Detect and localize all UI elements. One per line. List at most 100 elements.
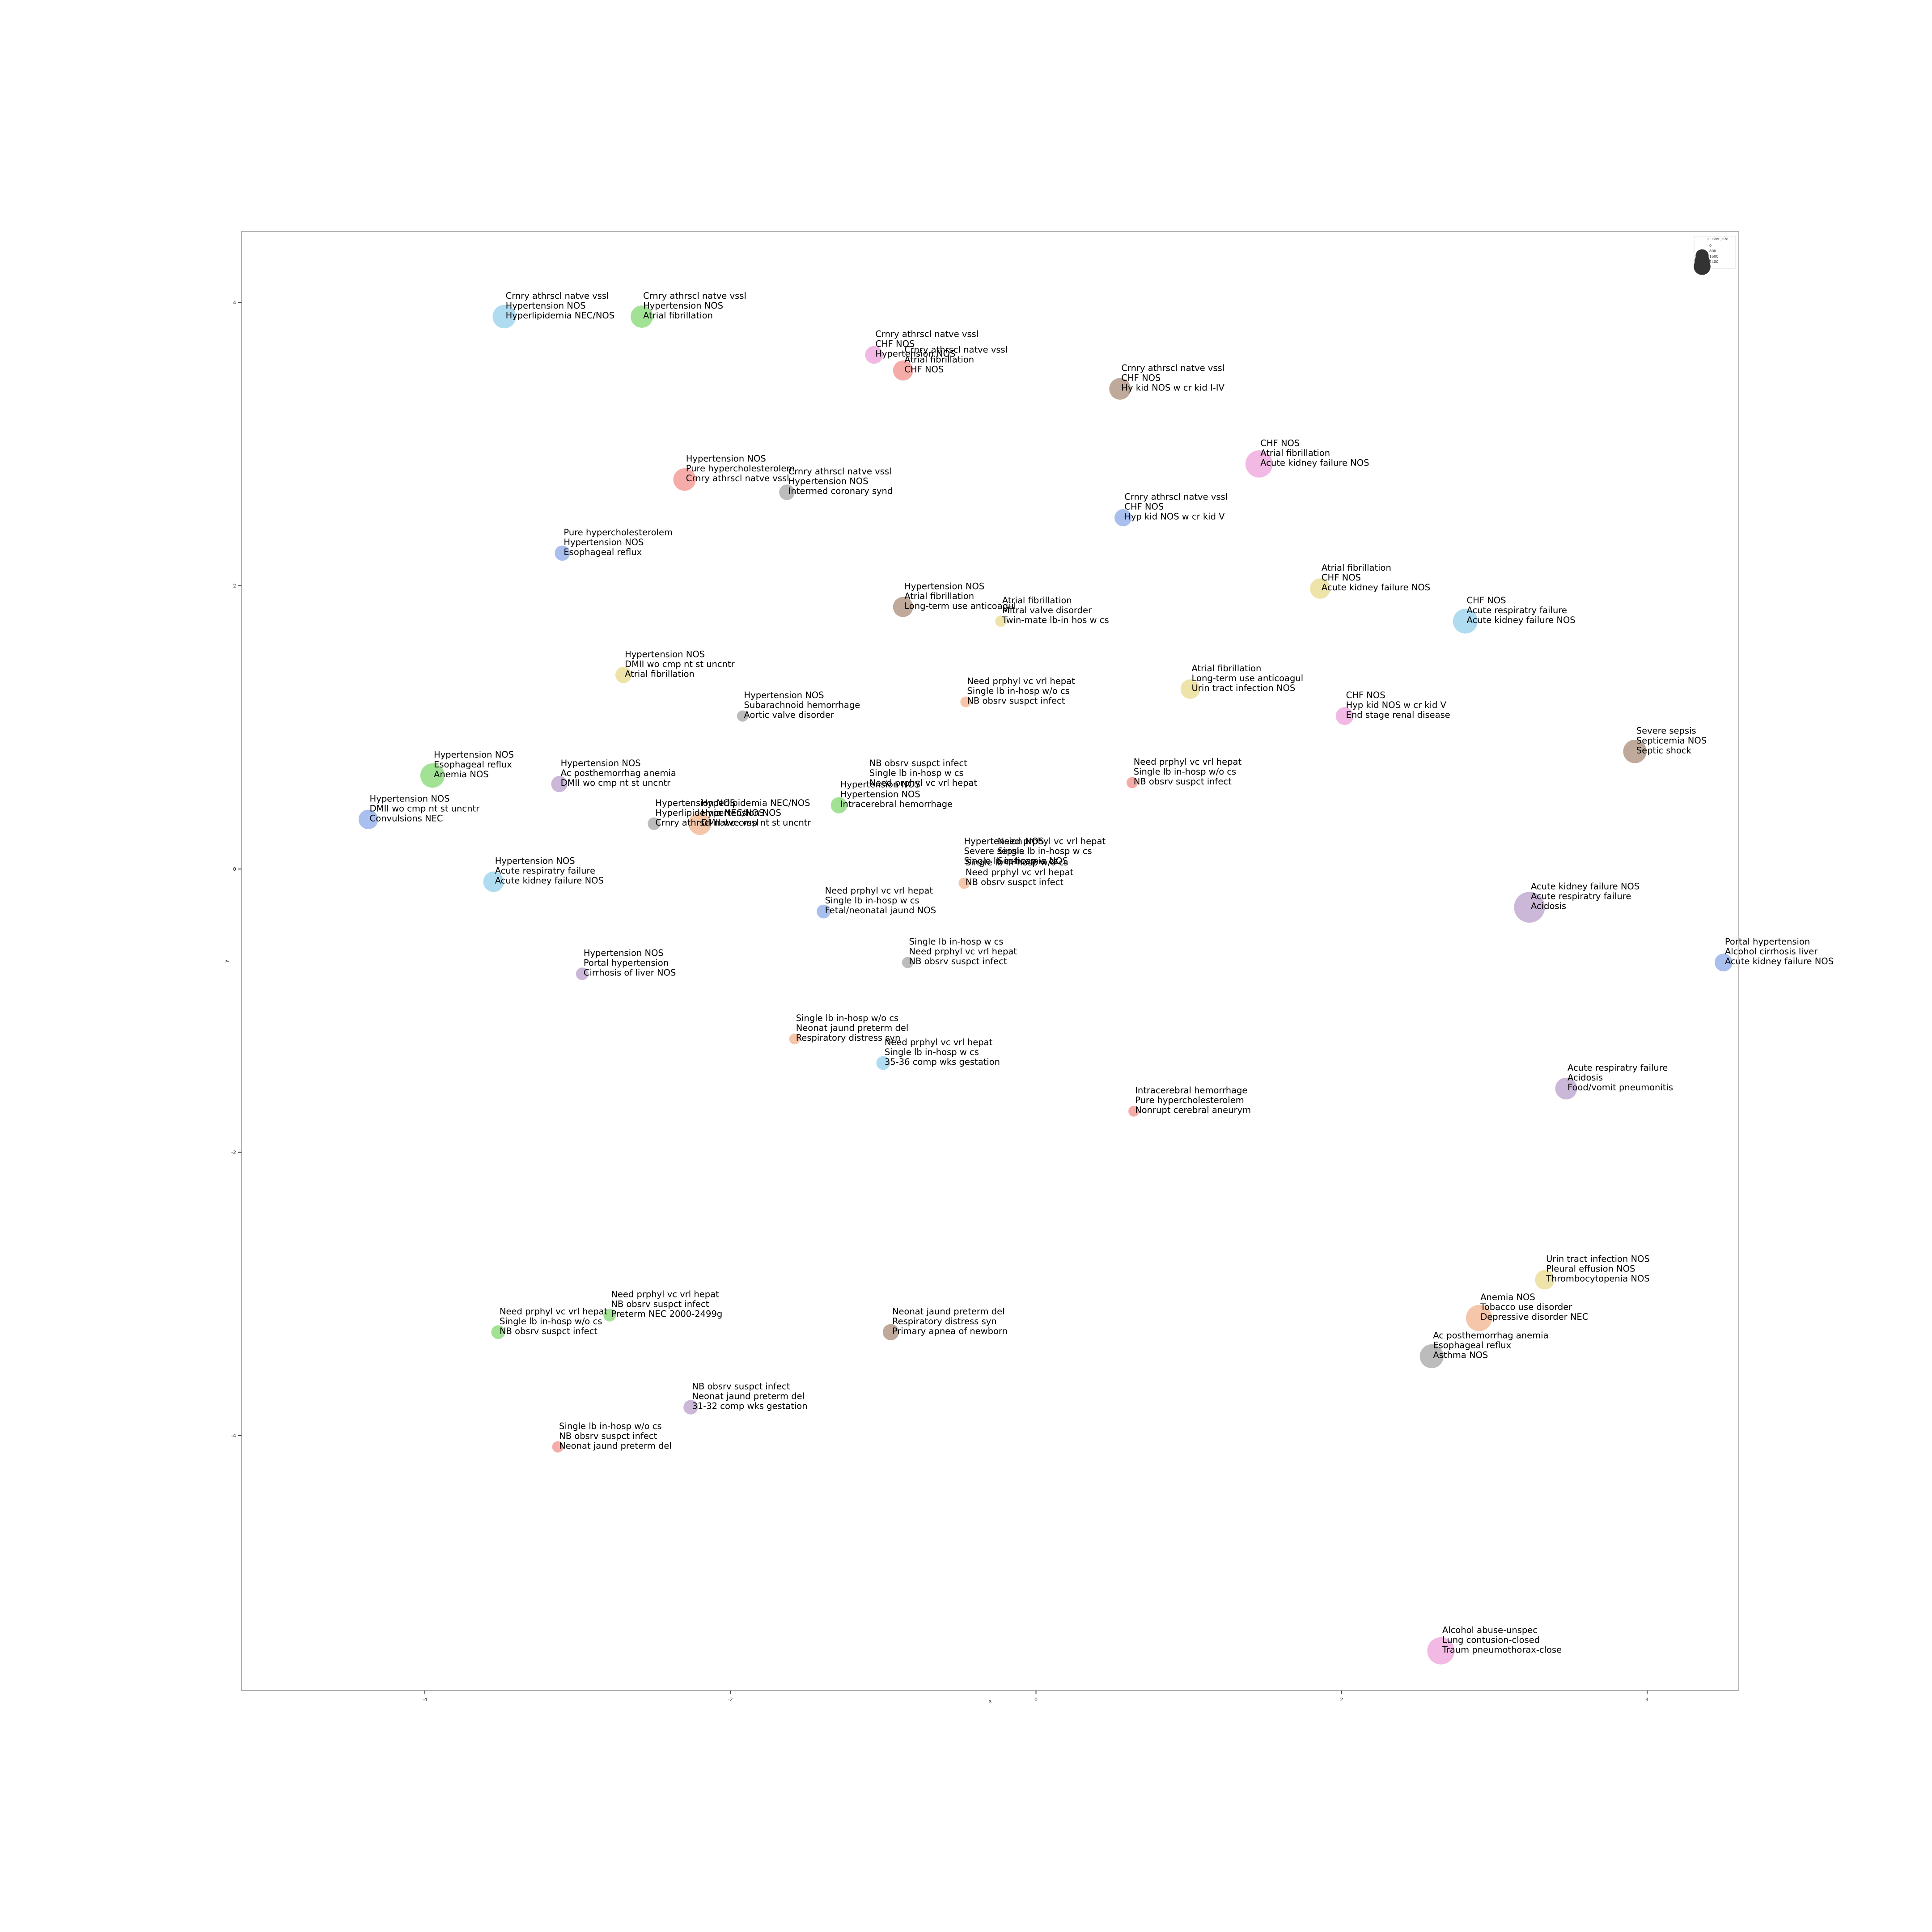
point-label-line: Intracerebral hemorrhage [1135, 1085, 1247, 1096]
point-label-line: Preterm NEC 2000-2499g [611, 1309, 722, 1319]
point-label-line: Pure hypercholesterolem [686, 463, 795, 474]
point-2 [865, 346, 883, 364]
point-label-line: Acute respiratry failure [495, 866, 595, 876]
point-label-39: Acute respiratry failureAcidosisFood/vom… [1568, 1063, 1673, 1093]
point-7 [779, 484, 795, 500]
point-label-line: Neonat jaund preterm del [559, 1441, 672, 1451]
point-41 [1535, 1270, 1555, 1290]
legend-entry-label-1: 800 [1709, 249, 1716, 253]
point-0 [492, 305, 516, 329]
point-label-line: Hypertension NOS [840, 789, 920, 800]
point-label-line: Urin tract infection NOS [1546, 1254, 1650, 1264]
point-label-line: Atrial fibrillation [1002, 595, 1072, 606]
point-label-line: Acute kidney failure NOS [1531, 881, 1640, 892]
point-label-line: Need prphyl vc vrl hepat [967, 676, 1075, 686]
point-47 [683, 1400, 698, 1415]
legend-entry-label-2: 1600 [1709, 254, 1718, 258]
point-23 [1127, 777, 1138, 788]
point-17 [737, 710, 749, 722]
point-label-line: Single lb in-hosp w cs [964, 856, 1059, 866]
point-label-line: Hypertension NOS [788, 476, 869, 487]
point-label-line: Hy kid NOS w cr kid I-IV [1121, 383, 1224, 393]
point-label-line: Septic shock [1636, 745, 1692, 755]
point-1 [631, 305, 653, 328]
point-label-line: Food/vomit pneumonitis [1568, 1082, 1673, 1093]
point-5 [1245, 450, 1273, 478]
point-19 [1623, 740, 1647, 763]
point-label-line: Thrombocytopenia NOS [1546, 1274, 1650, 1284]
point-label-line: Atrial fibrillation [1322, 563, 1391, 573]
point-label-line: Single lb in-hosp w/o cs [1134, 767, 1237, 777]
point-label-line: Urin tract infection NOS [1192, 683, 1296, 693]
point-18 [1335, 707, 1354, 725]
point-36 [576, 967, 589, 980]
point-34 [1714, 953, 1733, 972]
x-tick-label-1: -2 [728, 1697, 733, 1703]
point-label-line: 31-32 comp wks gestation [692, 1401, 807, 1411]
point-label-line: DMII wo cmp nt st uncntr [625, 659, 735, 669]
point-label-line: Single lb in-hosp w/o cs [796, 1013, 899, 1023]
point-label-line: NB obsrv suspct infect [692, 1381, 790, 1392]
point-label-line: Need prphyl vc vrl hepat [1134, 757, 1242, 767]
point-label-line: Acute kidney failure NOS [1260, 458, 1369, 468]
x-tick-label-3: 2 [1340, 1697, 1343, 1703]
point-label-line: NB obsrv suspct infect [966, 877, 1063, 887]
point-label-line: Need prphyl vc vrl hepat [611, 1289, 719, 1300]
point-12 [995, 615, 1007, 627]
x-tick-label-4: 4 [1646, 1697, 1649, 1703]
point-label-line: Anemia NOS [434, 769, 489, 780]
point-label-line: Acute respiratry failure [1466, 605, 1567, 615]
point-label-line: Intermed coronary synd [788, 486, 893, 496]
legend-entry-label-0: 0 [1709, 244, 1712, 248]
point-label-line: Tobacco use disorder [1480, 1302, 1572, 1312]
y-tick-label-4: 4 [233, 300, 236, 305]
point-9 [555, 545, 570, 561]
point-label-line: Neonat jaund preterm del [692, 1391, 805, 1402]
point-45 [882, 1324, 899, 1340]
point-label-line: Acute kidney failure NOS [1322, 582, 1430, 593]
point-label-line: Hypertension NOS [625, 649, 705, 659]
point-label-line: Hypertension NOS [495, 856, 575, 866]
point-label-line: Convulsions NEC [370, 813, 443, 823]
point-label-line: Twin-mate lb-in hos w cs [1002, 615, 1109, 625]
point-label-line: CHF NOS [1124, 502, 1164, 512]
point-label-line: Esophageal reflux [434, 759, 512, 770]
point-label-line: Crnry athrscl natve vssl [643, 291, 746, 301]
point-label-line: Acute kidney failure NOS [495, 876, 604, 886]
point-label-line: Need prphyl vc vrl hepat [869, 778, 978, 788]
point-label-line: Nonrupt cerebral aneurym [1135, 1105, 1251, 1115]
point-label-line: Hypertension NOS [584, 948, 664, 958]
point-label-line: Crnry athrscl natve vssl [875, 329, 979, 339]
point-label-line: Primary apnea of newborn [892, 1326, 1008, 1336]
point-label-line: Hypertension NOS [643, 301, 723, 311]
point-label-line: NB obsrv suspct infect [611, 1299, 709, 1309]
point-label-line: Single lb in-hosp w cs [998, 846, 1092, 856]
point-label-line: Severe sepsis [964, 846, 1024, 856]
point-20 [420, 763, 445, 788]
